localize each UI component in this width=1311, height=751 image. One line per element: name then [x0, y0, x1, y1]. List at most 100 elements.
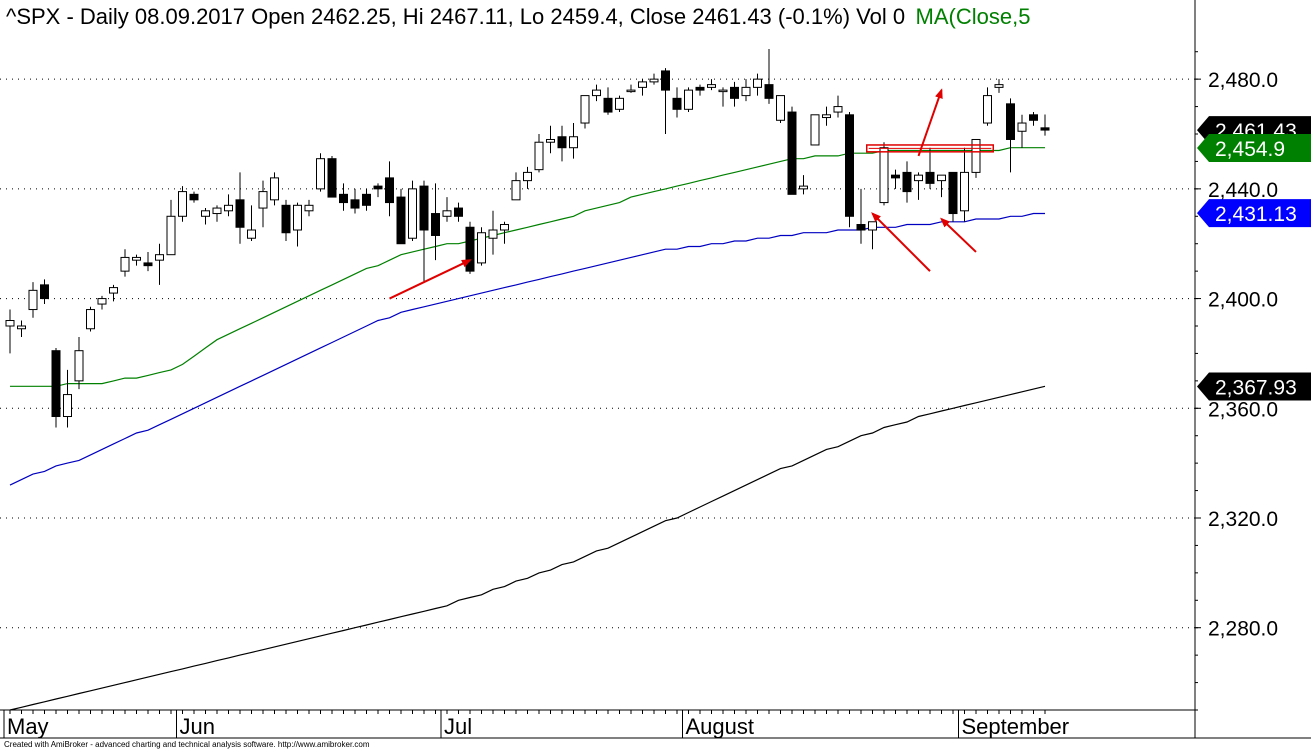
candle-35 [408, 180, 417, 241]
candle-69 [799, 175, 808, 195]
value-badge-bg-2 [1197, 199, 1311, 228]
candle-body-3 [40, 284, 49, 300]
candle-body-45 [523, 171, 532, 182]
candle-body-82 [948, 171, 958, 215]
candle-76 [879, 142, 889, 206]
candle-body-1 [17, 325, 26, 330]
candle-body-26 [304, 204, 314, 212]
candle-58 [672, 87, 682, 118]
chart-title-ma: MA(Close,5 [916, 4, 1031, 29]
candle-10 [120, 249, 130, 277]
candle-84 [971, 138, 981, 178]
candle-body-23 [270, 177, 279, 201]
annotation-arrow-3 [917, 88, 943, 157]
candle-body-0 [5, 320, 15, 327]
candle-body-66 [764, 84, 774, 99]
candle-body-27 [316, 158, 325, 190]
candle-body-6 [74, 350, 84, 382]
candle-19 [224, 194, 233, 217]
candle-body-90 [1040, 127, 1050, 131]
candle-30 [350, 188, 360, 214]
ma-line-2 [9, 385, 1046, 711]
candle-42 [488, 210, 498, 255]
candle-body-46 [534, 141, 544, 171]
value-badge-label-1: 2,454.9 [1215, 138, 1285, 161]
candle-body-34 [396, 196, 406, 245]
candle-24 [281, 199, 291, 241]
candle-body-60 [695, 86, 705, 91]
candle-body-47 [546, 138, 555, 143]
candle-body-67 [776, 95, 785, 121]
candle-body-40 [465, 226, 475, 272]
candle-56 [649, 73, 659, 85]
candle-body-48 [557, 136, 567, 149]
candle-17 [201, 208, 210, 225]
candle-body-50 [580, 95, 590, 124]
value-badge-bg-1 [1197, 133, 1311, 162]
candle-body-25 [293, 204, 302, 231]
candle-37 [431, 183, 440, 261]
candle-54 [626, 84, 636, 93]
candle-body-4 [51, 350, 61, 418]
candle-0 [5, 309, 15, 354]
candle-59 [684, 87, 693, 113]
candle-68 [787, 106, 797, 195]
candle-86 [994, 79, 1004, 93]
candle-18 [212, 205, 222, 222]
candle-body-32 [373, 185, 383, 190]
candle-body-77 [891, 174, 900, 179]
candle-body-64 [741, 86, 751, 97]
candle-87 [1006, 98, 1015, 173]
candle-body-22 [258, 191, 268, 209]
y-tick-label-5: 2,480.0 [1208, 69, 1278, 92]
candle-body-79 [914, 174, 923, 182]
candle-body-16 [189, 193, 199, 201]
candle-body-72 [833, 106, 843, 113]
candle-48 [557, 125, 567, 162]
candle-46 [534, 134, 544, 173]
candle-27 [316, 153, 325, 192]
candle-body-17 [201, 210, 210, 217]
candle-body-58 [672, 97, 682, 110]
annotation-arrow-1 [871, 212, 931, 272]
candle-44 [511, 172, 521, 201]
candle-body-53 [615, 97, 624, 110]
candle-body-19 [224, 204, 233, 212]
candle-body-68 [787, 111, 797, 195]
candle-89 [1029, 112, 1038, 126]
candle-body-80 [925, 171, 935, 184]
candle-body-78 [902, 171, 912, 193]
candle-40 [465, 221, 475, 274]
candle-74 [856, 188, 866, 244]
candle-67 [776, 95, 785, 124]
candle-52 [603, 87, 613, 115]
candle-body-12 [143, 262, 153, 267]
candle-body-81 [937, 174, 946, 182]
candle-body-73 [845, 114, 854, 217]
month-label-4: September [962, 714, 1070, 739]
chart-title-main: ^SPX - Daily 08.09.2017 Open 2462.25, Hi… [6, 4, 905, 29]
candle-36 [419, 180, 429, 283]
candle-12 [143, 251, 153, 272]
candle-41 [477, 227, 486, 266]
candle-29 [339, 183, 348, 211]
candle-body-85 [983, 95, 992, 124]
value-badge-1: 2,454.9 [1197, 133, 1311, 162]
candle-83 [960, 147, 969, 222]
candle-2 [28, 282, 38, 318]
candle-body-49 [569, 136, 578, 149]
candle-21 [247, 205, 256, 241]
candle-26 [304, 199, 314, 217]
candle-8 [97, 295, 107, 310]
y-tick-label-4: 2,440.0 [1208, 179, 1278, 202]
candle-body-51 [592, 89, 601, 97]
y-tick-label-2: 2,360.0 [1208, 398, 1278, 421]
candle-body-63 [730, 86, 739, 99]
candle-62 [718, 87, 728, 107]
candle-71 [822, 106, 831, 126]
candle-body-11 [132, 256, 141, 261]
candle-body-57 [661, 70, 670, 91]
grid-lines [0, 78, 1195, 629]
candle-72 [833, 95, 843, 118]
